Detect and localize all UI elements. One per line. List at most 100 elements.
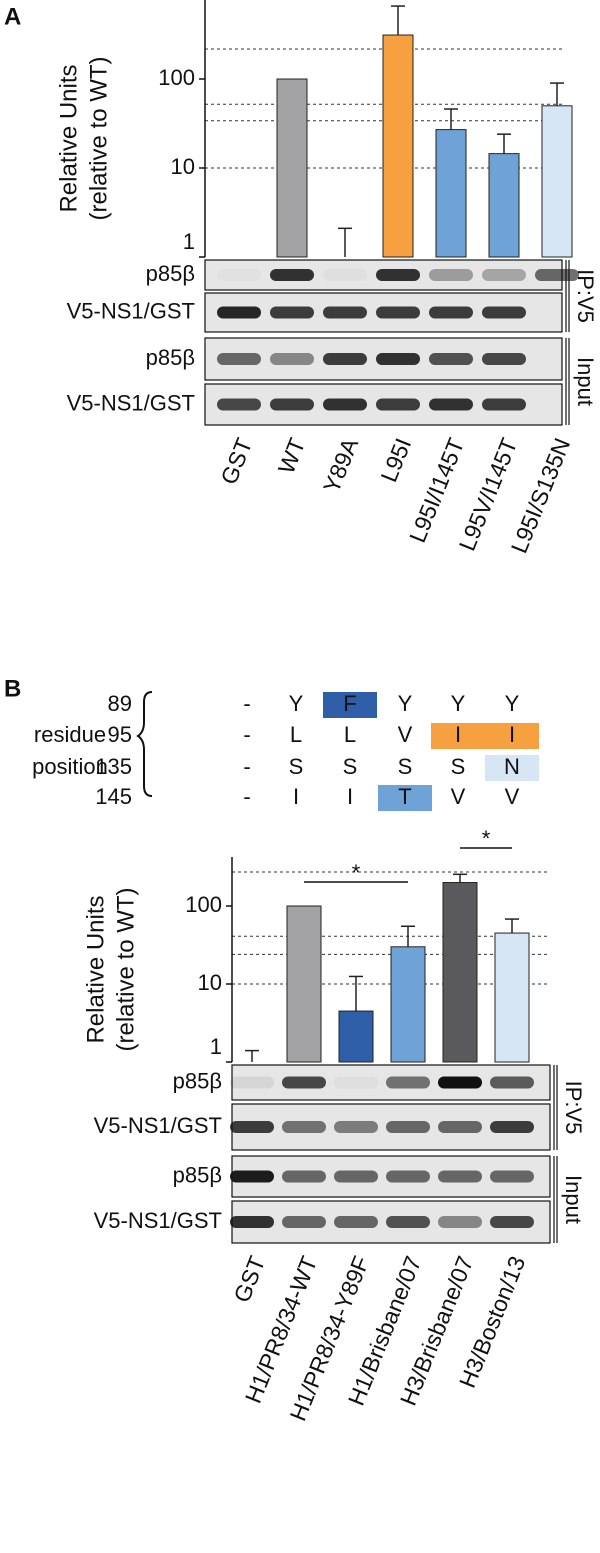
blot-band: [282, 1121, 326, 1133]
residue-cell: S: [343, 754, 358, 779]
y-tick-label: 10: [198, 970, 222, 995]
blot-band: [482, 306, 526, 319]
residue-cell: Y: [398, 691, 413, 716]
y-tick-label: 1: [183, 229, 195, 254]
blot-band: [323, 269, 367, 281]
error-bar: [444, 108, 458, 130]
y-axis-title: (relative to WT): [112, 887, 139, 1051]
x-tick-label: GST: [228, 1252, 270, 1306]
x-tick-label: Y89A: [318, 434, 363, 497]
blot-group-label: Input: [561, 1175, 586, 1224]
y-tick-label: 1: [210, 1034, 222, 1059]
significance-label: *: [352, 860, 361, 885]
panel-label: B: [4, 675, 21, 702]
residue-cell: -: [243, 754, 250, 779]
blot-band: [323, 398, 367, 411]
bar: [276, 78, 308, 258]
residue-position: 89: [108, 691, 132, 716]
residue-cell: I: [509, 722, 515, 747]
blot-band: [323, 353, 367, 365]
blot-band: [386, 1076, 430, 1089]
residue-cell: L: [344, 722, 356, 747]
blot-band: [217, 306, 261, 319]
table-row-header: residue: [34, 722, 106, 747]
blot-band: [334, 1170, 378, 1183]
bar: [338, 1010, 374, 1063]
y-axis-title: (relative to WT): [85, 56, 112, 220]
error-bar: [550, 82, 564, 106]
blot-row-label: p85β: [173, 1162, 222, 1187]
error-bar: [401, 925, 415, 947]
blot-band: [429, 306, 473, 319]
blot-group-label: IP:V5: [561, 1081, 586, 1135]
blot-band: [323, 306, 367, 319]
residue-cell: -: [243, 691, 250, 716]
residue-cell: N: [504, 754, 520, 779]
y-axis-title: Relative Units: [82, 895, 109, 1043]
residue-cell: I: [347, 784, 353, 809]
blot-band: [386, 1121, 430, 1133]
blot-band: [270, 353, 314, 365]
blot-row-label: p85β: [173, 1068, 222, 1093]
error-bar: [391, 5, 405, 36]
blot-band: [438, 1076, 482, 1089]
error-bar: [349, 975, 363, 1012]
error-bar: [245, 1049, 259, 1062]
residue-highlight: [378, 785, 432, 811]
blot-band: [438, 1216, 482, 1228]
residue-cell: Y: [451, 691, 466, 716]
blot-row-label: p85β: [146, 261, 195, 286]
residue-highlight: [485, 755, 539, 781]
residue-cell: Y: [505, 691, 520, 716]
blot-row-label: V5-NS1/GST: [94, 1113, 222, 1138]
x-tick-label: GST: [215, 434, 257, 488]
blot-band: [376, 353, 420, 365]
table-row-header: position: [32, 754, 108, 779]
blot-band: [217, 269, 261, 281]
residue-highlight: [485, 723, 539, 749]
blot-band: [429, 269, 473, 281]
blot-band: [334, 1076, 378, 1089]
x-tick-label: L95I: [375, 434, 416, 485]
residue-position: 145: [95, 784, 132, 809]
residue-highlight: [323, 692, 377, 718]
bar: [382, 34, 414, 258]
blot-band: [482, 353, 526, 365]
error-bar: [497, 133, 511, 154]
residue-cell: V: [398, 722, 413, 747]
residue-cell: S: [398, 754, 413, 779]
y-axis-title: Relative Units: [55, 64, 82, 212]
blot-band: [270, 398, 314, 411]
residue-cell: S: [451, 754, 466, 779]
blot-row-label: V5-NS1/GST: [67, 390, 195, 415]
blot-band: [438, 1170, 482, 1183]
blot-band: [386, 1170, 430, 1183]
y-tick-label: 100: [158, 65, 195, 90]
residue-cell: L: [290, 722, 302, 747]
y-tick-label: 10: [171, 154, 195, 179]
blot-band: [386, 1216, 430, 1228]
error-bar: [338, 227, 352, 257]
residue-cell: -: [243, 722, 250, 747]
bar: [488, 153, 520, 258]
bar: [286, 905, 322, 1063]
blot-band: [490, 1121, 534, 1133]
residue-cell: V: [505, 784, 520, 809]
bar: [442, 882, 478, 1063]
blot-band: [217, 398, 261, 411]
error-bar: [453, 873, 467, 883]
blot-band: [490, 1170, 534, 1183]
bar: [494, 932, 530, 1063]
panel-label: A: [4, 3, 21, 30]
residue-cell: T: [398, 784, 411, 809]
blot-band: [230, 1216, 274, 1228]
blot-band: [490, 1216, 534, 1228]
blot-band: [334, 1216, 378, 1228]
blot-band: [376, 398, 420, 411]
blot-band: [376, 306, 420, 319]
blot-band: [438, 1121, 482, 1133]
error-bar: [505, 918, 519, 934]
blot-band: [490, 1076, 534, 1089]
residue-cell: -: [243, 784, 250, 809]
